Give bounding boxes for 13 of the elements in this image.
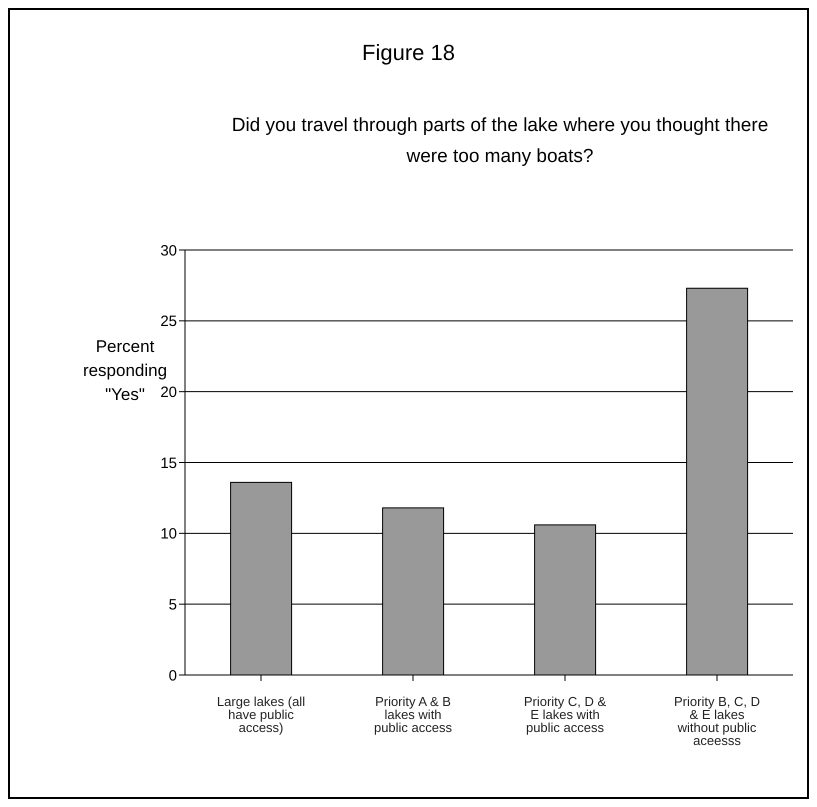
y-tick-label: 20	[160, 384, 177, 401]
y-tick-label: 25	[160, 313, 177, 330]
y-tick-label: 30	[160, 242, 177, 260]
x-tick-label: Priority A & B lakes with public access	[374, 694, 453, 736]
chart-subtitle: Did you travel through parts of the lake where you thought there were too many boats?	[230, 114, 770, 169]
x-tick-label: Large lakes (all have public access)	[216, 694, 306, 736]
x-tick-label: Priority C, D & E lakes with public access	[524, 694, 606, 736]
y-tick-label: 0	[168, 667, 177, 684]
y-tick-label: 15	[160, 454, 177, 472]
x-tick-label: Priority B, C, D & E lakes without public aceesss	[674, 694, 760, 748]
y-tick-label: 10	[160, 526, 177, 543]
y-tick-label: 5	[168, 596, 177, 614]
chart-title: Figure 18	[361, 40, 456, 66]
